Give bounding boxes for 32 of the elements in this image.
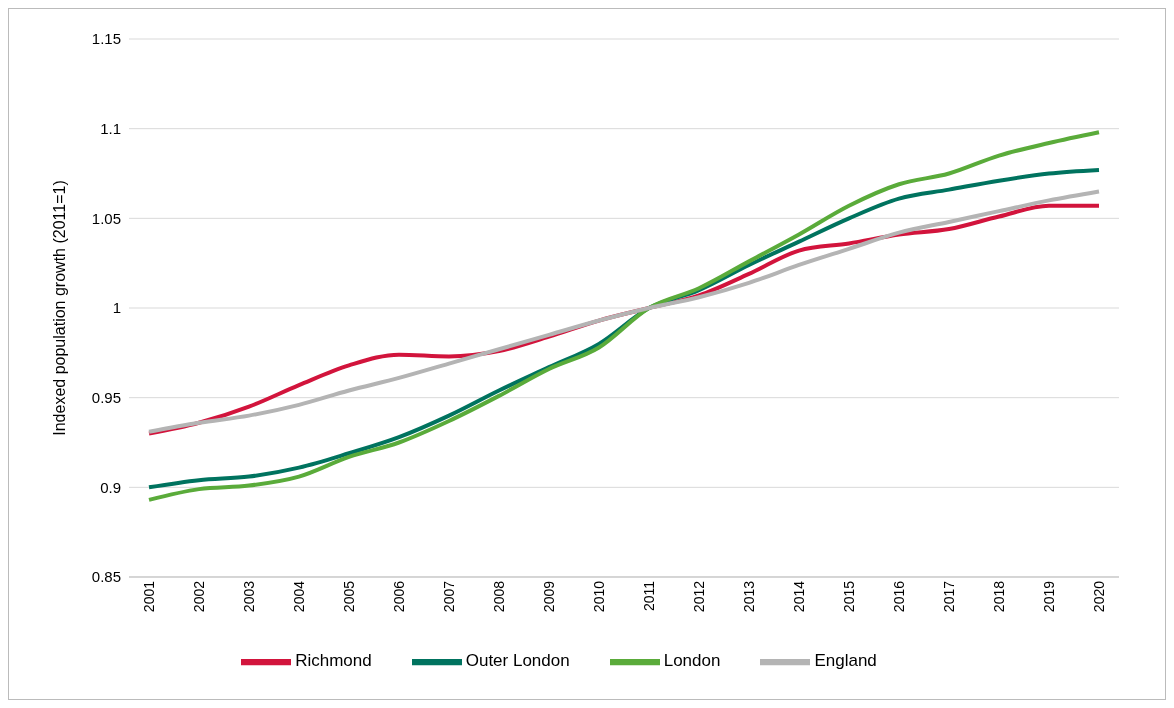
x-tick-label: 2015 — [840, 580, 857, 613]
y-tick-label: 0.95 — [91, 388, 121, 406]
y-tick-label: 0.85 — [91, 568, 121, 586]
x-tick-label: 2014 — [790, 580, 807, 613]
legend-label: Richmond — [295, 651, 372, 671]
x-tick-label: 2019 — [1040, 580, 1057, 613]
x-tick-label: 2016 — [890, 580, 907, 613]
x-tick-label: 2001 — [140, 580, 157, 613]
x-tick-label: 2018 — [990, 580, 1007, 613]
x-tick-label: 2012 — [690, 580, 707, 613]
x-tick-label: 2010 — [590, 580, 607, 613]
x-tick-label: 2007 — [440, 580, 457, 613]
x-tick-label: 2006 — [390, 580, 407, 613]
x-tick-label: 2020 — [1090, 580, 1107, 613]
y-tick-label: 1.15 — [91, 30, 121, 48]
y-tick-label: 1 — [112, 299, 121, 317]
x-tick-label: 2008 — [490, 580, 507, 613]
legend-label: London — [663, 651, 721, 671]
y-tick-label: 1.1 — [100, 119, 121, 137]
y-axis-title: Indexed population growth (2011=1) — [50, 180, 68, 436]
x-tick-label: 2002 — [190, 580, 207, 613]
x-tick-label: 2004 — [290, 580, 307, 613]
x-tick-label: 2009 — [540, 580, 557, 613]
x-tick-label: 2013 — [740, 580, 757, 613]
x-tick-label: 2017 — [940, 580, 957, 613]
y-tick-label: 1.05 — [91, 209, 121, 227]
legend-label: England — [814, 651, 877, 671]
legend-label: Outer London — [465, 651, 570, 671]
y-tick-label: 0.9 — [100, 478, 121, 496]
x-tick-label: 2011 — [640, 580, 657, 612]
x-tick-label: 2005 — [340, 580, 357, 613]
x-tick-label: 2003 — [240, 580, 257, 613]
